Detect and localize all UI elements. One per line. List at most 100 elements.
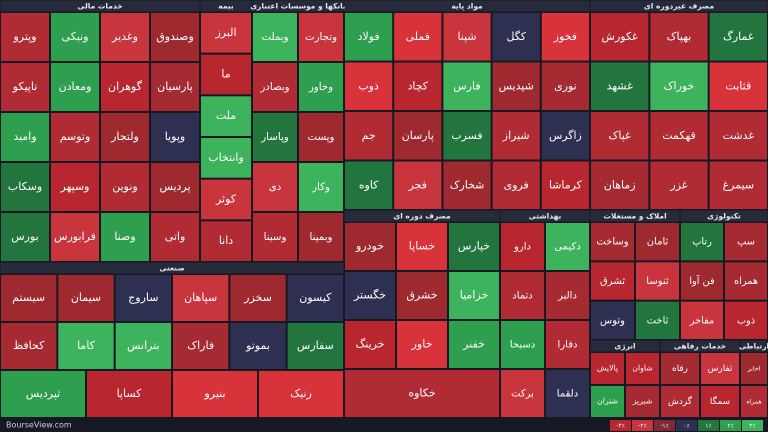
- tile: [200, 178, 252, 221]
- tile-label: وبصادر: [259, 82, 289, 93]
- tile: [590, 160, 650, 210]
- tile: [491, 61, 541, 111]
- tile: [229, 322, 287, 370]
- tile-label: غشهد: [606, 79, 633, 92]
- tile: [590, 222, 635, 262]
- tile: [448, 271, 500, 320]
- tile: [286, 322, 344, 370]
- tile: [491, 12, 541, 62]
- sector-title: صنعتی: [159, 264, 184, 273]
- tile: [0, 12, 50, 62]
- tile-label: رفاه: [672, 364, 688, 374]
- tile: [448, 222, 500, 271]
- sector-header: [0, 0, 200, 12]
- tile-label: دکیمی: [554, 242, 580, 253]
- tile: [0, 212, 50, 262]
- tile: [57, 274, 115, 322]
- tile: [396, 320, 448, 369]
- tile-label: برکت: [511, 389, 534, 400]
- tile-label: خزامیا: [460, 289, 489, 302]
- tile: [491, 111, 541, 161]
- tile: [448, 320, 500, 369]
- sector-title: خدمات رفاهی: [674, 342, 726, 351]
- tile-label: خپارس: [458, 240, 490, 253]
- tile: [50, 112, 100, 162]
- tile: [0, 322, 58, 370]
- tile-label: ونیکی: [62, 30, 89, 43]
- tile-label: سخزر: [243, 291, 272, 304]
- tile-label: خفنر: [462, 338, 485, 351]
- tile: [590, 61, 650, 111]
- tile: [442, 12, 492, 62]
- tile: [172, 370, 258, 418]
- tile: [724, 300, 768, 340]
- tile-label: غزر: [669, 178, 687, 191]
- tile-label: خاور: [411, 338, 433, 351]
- tile-label: ذوب: [737, 315, 755, 326]
- tile-label: فملی: [406, 30, 430, 43]
- tile-label: ولتجار: [110, 130, 139, 143]
- tile-label: غپاک: [609, 129, 632, 142]
- tile: [625, 385, 660, 418]
- tile: [0, 274, 58, 322]
- tile: [590, 352, 625, 385]
- tile: [540, 111, 590, 161]
- tile-label: مفاخر: [689, 315, 715, 326]
- tile: [298, 12, 344, 62]
- tile-label: ثفارس: [708, 364, 733, 374]
- tile-label: قهکمت: [662, 129, 696, 142]
- tile: [100, 162, 150, 212]
- sector-title: بیمه: [218, 2, 234, 11]
- tile-label: شتران: [597, 397, 618, 406]
- tile-label: ونوین: [112, 180, 138, 193]
- tile: [0, 370, 86, 418]
- tile: [545, 222, 590, 271]
- tile-label: ملت: [216, 109, 236, 122]
- tile-label: کوثر: [215, 193, 237, 206]
- tile-label: غکورش: [602, 30, 638, 43]
- tile: [344, 12, 394, 62]
- tile-label: پردیس: [159, 180, 190, 193]
- tile: [200, 12, 252, 54]
- site-name: BourseView.com: [6, 421, 72, 430]
- legend-swatch: [742, 420, 763, 431]
- sector-header: [500, 210, 590, 222]
- tile-label: فرابورس: [54, 230, 96, 243]
- sector-header: [590, 0, 768, 12]
- tile-label: خشرق: [406, 289, 437, 302]
- tile-label: دالبر: [557, 291, 577, 302]
- tile-label: دارو: [513, 242, 531, 253]
- tile: [500, 222, 545, 271]
- tile-label: خوراک: [664, 79, 695, 92]
- tile-label: سیستم: [12, 291, 45, 304]
- tile-label: قثابت: [725, 79, 751, 92]
- tile-label: بنیرو: [203, 387, 225, 400]
- tile: [540, 61, 590, 111]
- tile: [660, 352, 700, 385]
- tile: [86, 370, 172, 418]
- tile: [344, 271, 396, 320]
- tile-label: وبملت: [261, 32, 288, 43]
- tile: [649, 12, 709, 62]
- tile-label: ذوب: [358, 79, 379, 92]
- tile: [200, 137, 252, 179]
- tile-label: وانتخاب: [208, 151, 244, 164]
- tile: [172, 274, 230, 322]
- sector-header: [680, 210, 768, 222]
- tile: [50, 12, 100, 62]
- tile: [200, 220, 252, 262]
- tile-label: سپاهان: [184, 291, 217, 304]
- tile: [708, 12, 768, 62]
- tile: [150, 62, 200, 112]
- tile-label: سفارس: [297, 339, 334, 352]
- tile: [540, 160, 590, 210]
- tile: [286, 274, 344, 322]
- tile-label: وساخت: [596, 237, 628, 248]
- tile-label: وکار: [311, 182, 330, 193]
- tile-label: پالایش: [597, 364, 618, 373]
- legend-swatch: [676, 420, 697, 431]
- tile: [649, 111, 709, 161]
- tile-label: وپست: [308, 132, 335, 143]
- sector-title: املاک و مستغلات: [603, 212, 666, 221]
- sector-title: ارتباطی: [739, 342, 768, 351]
